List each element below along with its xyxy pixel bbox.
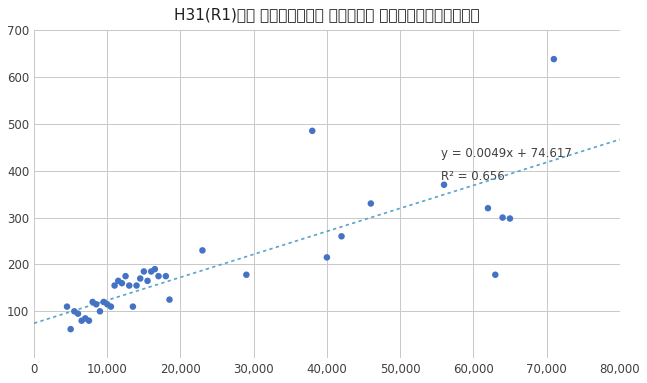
Point	[76, 318, 87, 324]
Point	[113, 278, 124, 284]
Text: R² = 0.656: R² = 0.656	[441, 170, 505, 183]
Point	[84, 318, 94, 324]
Point	[69, 308, 80, 314]
Point	[483, 205, 493, 211]
Text: y = 0.0049x + 74.617: y = 0.0049x + 74.617	[441, 147, 572, 160]
Point	[142, 278, 153, 284]
Point	[197, 247, 208, 254]
Point	[116, 280, 127, 286]
Point	[131, 283, 142, 289]
Point	[498, 214, 508, 221]
Point	[124, 283, 135, 289]
Point	[73, 311, 83, 317]
Title: H31(R1)年度 全国学力テスト 都道府県別 生徒数と中学校数の関係: H31(R1)年度 全国学力テスト 都道府県別 生徒数と中学校数の関係	[174, 7, 479, 22]
Point	[91, 301, 102, 307]
Point	[153, 273, 164, 279]
Point	[366, 200, 376, 206]
Point	[98, 299, 109, 305]
Point	[65, 326, 76, 332]
Point	[149, 266, 160, 272]
Point	[62, 304, 72, 310]
Point	[549, 56, 559, 62]
Point	[241, 272, 252, 278]
Point	[87, 299, 98, 305]
Point	[490, 272, 501, 278]
Point	[80, 315, 91, 321]
Point	[160, 273, 171, 279]
Point	[135, 275, 146, 282]
Point	[138, 268, 149, 275]
Point	[439, 182, 449, 188]
Point	[146, 268, 157, 275]
Point	[322, 254, 332, 260]
Point	[109, 283, 120, 289]
Point	[505, 215, 515, 221]
Point	[336, 233, 347, 239]
Point	[164, 296, 175, 303]
Point	[307, 128, 318, 134]
Point	[105, 304, 116, 310]
Point	[120, 273, 131, 279]
Point	[102, 301, 113, 307]
Point	[94, 308, 105, 314]
Point	[127, 304, 138, 310]
